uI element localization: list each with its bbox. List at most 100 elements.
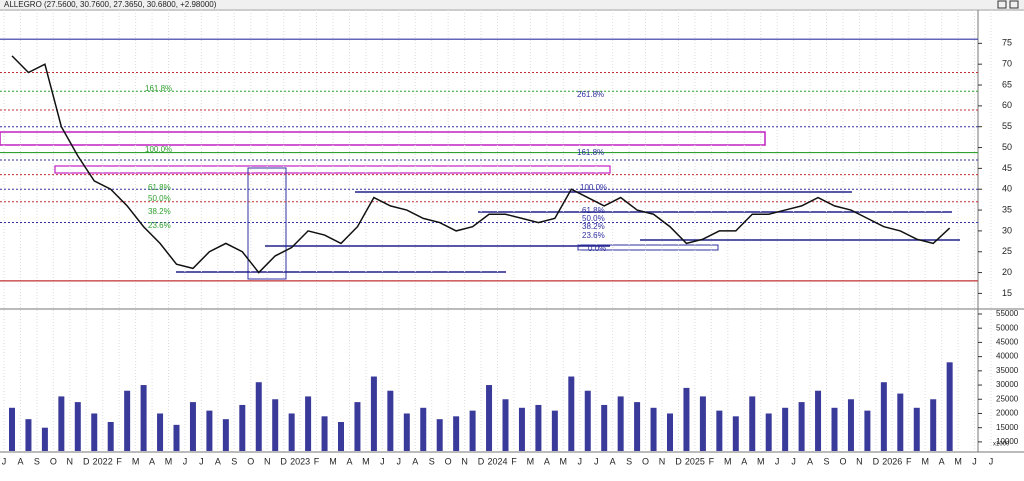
volume-bar: [502, 399, 509, 451]
x-tick-label: M: [724, 456, 732, 466]
volume-bar: [897, 393, 904, 451]
volume-bar: [551, 410, 558, 451]
x-tick-label: F: [511, 456, 517, 466]
y2-tick-label: 20000: [996, 409, 1019, 418]
x-tick-label: A: [544, 456, 550, 466]
fib-label: 23.6%: [582, 231, 605, 240]
y2-tick-label: 35000: [996, 366, 1019, 375]
volume-bar: [913, 407, 920, 451]
x-tick-label: J: [775, 456, 780, 466]
y-tick-label: 30: [1002, 225, 1012, 235]
volume-bar: [486, 385, 493, 451]
y-tick-label: 65: [1002, 79, 1012, 89]
x-tick-label: O: [642, 456, 649, 466]
zone-rect: [247, 167, 287, 280]
fib-label: 50.0%: [582, 214, 605, 223]
fib-label: 50.0%: [148, 194, 171, 203]
volume-bar: [25, 419, 32, 451]
volume-bar: [864, 410, 871, 451]
x-tick-label: J: [380, 456, 385, 466]
x-tick-label: J: [183, 456, 188, 466]
zone-rect: [577, 244, 719, 251]
y2-tick-label: 25000: [996, 394, 1019, 403]
volume-bar: [699, 396, 706, 451]
x-tick-label: M: [165, 456, 173, 466]
x-tick-label: D: [873, 456, 880, 466]
fib-label: 61.8%: [582, 206, 605, 215]
volume-bar: [107, 422, 114, 451]
x-tick-label: J: [199, 456, 204, 466]
fib-label: 23.6%: [148, 221, 171, 230]
x-tick-label: F: [116, 456, 122, 466]
y-tick-label: 55: [1002, 121, 1012, 131]
x-tick-label: J: [791, 456, 796, 466]
restore-button[interactable]: [997, 0, 1007, 9]
x-tick-label: M: [132, 456, 140, 466]
drawings: [0, 131, 960, 280]
y-tick-label: 20: [1002, 267, 1012, 277]
volume-bar: [124, 390, 131, 451]
x-tick-label: A: [215, 456, 221, 466]
x-tick-label: M: [921, 456, 929, 466]
volume-bar: [74, 402, 81, 451]
fib-label: 38.2%: [582, 222, 605, 231]
volume-bar: [403, 413, 410, 451]
volume-bar: [206, 410, 213, 451]
x-tick-label: A: [412, 456, 418, 466]
x-tick-label: A: [741, 456, 747, 466]
x-tick-label: A: [939, 456, 945, 466]
volume-bar: [272, 399, 279, 451]
x-tick-label: F: [709, 456, 715, 466]
volume-bar: [321, 416, 328, 451]
volume-bar: [354, 402, 361, 451]
volume-bar: [305, 396, 312, 451]
volume-bar: [157, 413, 164, 451]
volume-bar: [617, 396, 624, 451]
volume-bar: [847, 399, 854, 451]
volume-bar: [436, 419, 443, 451]
x-tick-label: A: [610, 456, 616, 466]
volume-bar: [222, 419, 229, 451]
y2-tick-label: 10000: [996, 437, 1019, 446]
volume-bar: [732, 416, 739, 451]
volume-bar: [798, 402, 805, 451]
fib-label: 261.8%: [577, 90, 604, 99]
x-tick-label: M: [527, 456, 535, 466]
x-tick-label: S: [823, 456, 829, 466]
x-tick-label: N: [264, 456, 271, 466]
y-tick-label: 25: [1002, 246, 1012, 256]
x-tick-label: M: [362, 456, 370, 466]
y-tick-label: 70: [1002, 59, 1012, 69]
x-tick-label: S: [429, 456, 435, 466]
y-tick-label: 45: [1002, 163, 1012, 173]
volume-bar: [239, 404, 246, 451]
x-tick-label: S: [626, 456, 632, 466]
y-tick-label: 35: [1002, 204, 1012, 214]
fib-label: 100.0%: [580, 183, 607, 192]
volume-bar: [58, 396, 65, 451]
fib-label: 38.2%: [148, 207, 171, 216]
x-tick-label: D: [675, 456, 682, 466]
x-tick-label: 2023: [290, 456, 310, 466]
x-tick-label: J: [594, 456, 599, 466]
x-tick-label: S: [34, 456, 40, 466]
y-tick-label: 15: [1002, 288, 1012, 298]
x-tick-label: M: [954, 456, 962, 466]
volume-bar: [173, 424, 180, 451]
x-tick-label: N: [856, 456, 863, 466]
x-tick-label: A: [346, 456, 352, 466]
x-tick-label: 2025: [685, 456, 705, 466]
volume-bar: [749, 396, 756, 451]
y2-tick-label: 15000: [996, 423, 1019, 432]
volume-bar: [535, 404, 542, 451]
x-tick-label: A: [17, 456, 23, 466]
volume-bar: [189, 402, 196, 451]
y2-tick-label: 50000: [996, 323, 1019, 332]
y2-tick-label: 55000: [996, 309, 1019, 318]
close-button[interactable]: [1009, 0, 1019, 9]
volume-bar: [469, 410, 476, 451]
x-tick-label: O: [247, 456, 254, 466]
volume-bar: [815, 390, 822, 451]
